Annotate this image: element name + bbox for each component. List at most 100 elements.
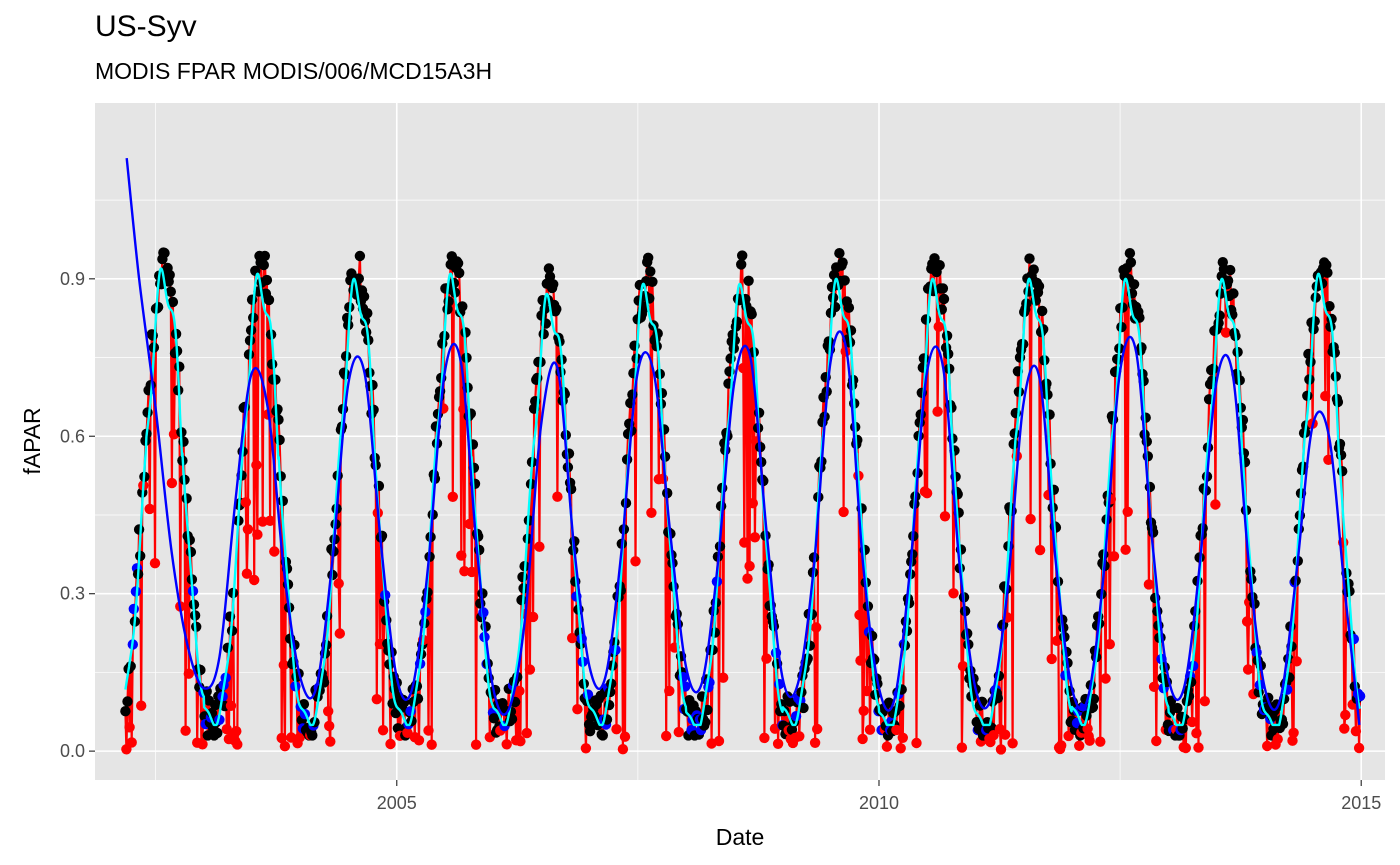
grid-major <box>95 103 1385 780</box>
flagged-point <box>881 741 893 752</box>
flagged-point <box>1122 506 1133 517</box>
flagged-point <box>611 724 622 735</box>
flagged-point <box>1220 327 1232 338</box>
flagged-point <box>1350 726 1362 737</box>
flagged-point <box>1340 709 1351 721</box>
flagged-point <box>932 406 943 417</box>
raw-point <box>267 359 278 370</box>
flagged-point <box>534 541 545 552</box>
raw-point <box>212 727 223 739</box>
flagged-point <box>1272 734 1283 745</box>
flagged-point <box>858 705 869 716</box>
raw-point <box>1028 264 1039 275</box>
y-tick-label: 0.3 <box>60 584 85 604</box>
flagged-point <box>1025 513 1036 525</box>
flagged-point <box>1100 673 1111 684</box>
raw-point <box>1225 264 1236 276</box>
flagged-point <box>1187 716 1198 728</box>
flagged-point <box>1191 728 1202 739</box>
flagged-point <box>921 488 933 499</box>
flagged-point <box>811 622 822 633</box>
raw-point <box>165 286 176 297</box>
x-tick-label: 2005 <box>377 793 417 813</box>
flagged-point <box>713 735 725 747</box>
raw-point <box>548 279 559 290</box>
raw-point <box>443 296 454 307</box>
raw-point <box>274 434 285 446</box>
flagged-point <box>1084 735 1095 746</box>
raw-point <box>837 257 848 268</box>
flagged-point <box>749 532 761 543</box>
raw-point <box>551 303 562 315</box>
raw-point <box>167 296 179 308</box>
chart-subtitle: MODIS FPAR MODIS/006/MCD15A3H <box>95 58 493 84</box>
flagged-point <box>1199 696 1211 707</box>
loess-smooth-line <box>125 157 1361 726</box>
flagged-point <box>241 568 253 579</box>
flagged-point <box>183 668 194 679</box>
raw-point <box>147 330 158 341</box>
raw-point <box>272 404 283 415</box>
flagged-point <box>552 491 563 502</box>
raw-point <box>584 726 596 737</box>
raw-point <box>647 276 658 287</box>
flagged-point <box>809 737 821 748</box>
x-tick-label: 2015 <box>1341 793 1381 813</box>
raw-point <box>259 250 270 262</box>
raw-point <box>1013 386 1025 397</box>
flagged-point <box>515 736 526 747</box>
flagged-point <box>1095 736 1106 747</box>
raw-point <box>1332 396 1344 408</box>
raw-point <box>1237 414 1249 426</box>
flagged-point <box>1339 723 1350 734</box>
flagged-point <box>521 727 532 739</box>
flagged-point <box>1000 729 1011 740</box>
raw-point <box>1144 481 1156 493</box>
flagged-point <box>747 498 758 509</box>
flagged-point <box>264 515 276 526</box>
plot-panel <box>95 103 1385 780</box>
flagged-point <box>738 362 749 374</box>
raw-point <box>1334 438 1346 450</box>
raw-point <box>656 388 668 399</box>
raw-point <box>376 530 388 541</box>
raw-point <box>517 571 528 583</box>
raw-point <box>737 250 748 261</box>
raw-point <box>1128 279 1140 290</box>
flagged-point <box>1148 681 1160 692</box>
raw-point <box>834 248 845 259</box>
raw-point <box>938 293 950 305</box>
flagged-point <box>939 511 951 522</box>
flagged-point <box>514 685 525 697</box>
flagged-point <box>279 741 291 752</box>
flagged-point <box>1262 740 1273 752</box>
flagged-point <box>664 685 675 697</box>
flagged-point <box>646 507 657 518</box>
flagged-point <box>456 550 467 561</box>
flagged-point <box>895 743 906 754</box>
flagged-point <box>567 632 578 644</box>
raw-point <box>133 524 145 535</box>
raw-point <box>246 294 258 305</box>
flagged-point <box>124 722 135 733</box>
flagged-point <box>1034 544 1046 556</box>
raw-point <box>839 275 850 286</box>
raw-point <box>457 301 468 312</box>
raw-point <box>1124 248 1136 259</box>
flagged-point <box>149 558 161 569</box>
raw-point <box>1302 390 1313 401</box>
raw-point <box>195 664 206 676</box>
flagged-point <box>772 738 784 749</box>
flagged-point <box>447 491 458 502</box>
flagged-point <box>524 664 536 675</box>
flagged-point <box>1143 579 1155 590</box>
raw-point <box>1321 259 1332 271</box>
raw-point <box>645 266 656 277</box>
flagged-point <box>501 739 512 750</box>
raw-point <box>538 328 549 340</box>
flagged-point <box>857 733 868 745</box>
raw-point <box>354 250 366 262</box>
flagged-point <box>464 518 475 530</box>
flagged-point <box>861 685 873 697</box>
raw-point <box>261 274 273 286</box>
